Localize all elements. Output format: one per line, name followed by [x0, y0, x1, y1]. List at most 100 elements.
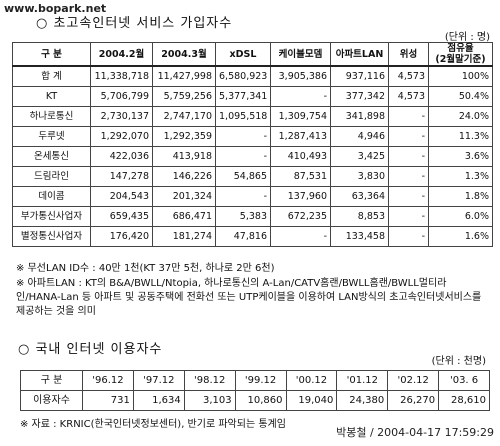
- watermark: www.bopark.net: [4, 2, 107, 15]
- header-cell: '02.12: [387, 370, 440, 391]
- cell: 4,573: [388, 86, 429, 107]
- header-cell: 케이블모뎀: [270, 42, 331, 67]
- cell: 5,383: [215, 206, 271, 227]
- cell: 3,830: [330, 166, 389, 187]
- cell: -: [388, 206, 429, 227]
- cell: 1.3%: [428, 166, 493, 187]
- header-row: 구 분 '96.12'97.12'98.12'99.12'00.12'01.12 '…: [20, 370, 490, 391]
- cell: 87,531: [270, 166, 331, 187]
- row-label: 이용자수: [20, 390, 83, 411]
- cell: 6.0%: [428, 206, 493, 227]
- header-cell: 구 분: [20, 370, 83, 391]
- cell: 19,040: [285, 390, 338, 411]
- cell: 5,706,799: [90, 86, 153, 107]
- cell: 659,435: [90, 206, 153, 227]
- table-row: 온세통신 422,036 413,918-410,493 3,425-3.6%: [12, 146, 493, 167]
- cell: 4,573: [388, 65, 429, 87]
- cell: -: [388, 106, 429, 127]
- cell: 100%: [428, 65, 493, 87]
- table-row: 두루넷 1,292,070 1,292,359-1,287,413 4,946-11.…: [12, 126, 493, 147]
- cell: 181,274: [152, 226, 216, 247]
- cell: -: [215, 126, 271, 147]
- table-row: KT 5,706,799 5,759,256 5,377,341-377,342 4,5…: [12, 86, 493, 107]
- cell: 133,458: [330, 226, 389, 247]
- cell: 686,471: [152, 206, 216, 227]
- header-row: 구 분 2004.2월 2004.3월 xDSL 케이블모뎀 아파트LAN 위성 점유율 (2…: [12, 42, 493, 67]
- cell: -: [388, 166, 429, 187]
- table-row: 이용자수 731 1,634 3,103 10,860 19,040 24,380 26,27…: [20, 390, 490, 411]
- unit-label: (단위 : 천명): [431, 356, 486, 367]
- row-label: 부가통신사업자: [12, 206, 91, 227]
- header-cell: 아파트LAN: [330, 42, 389, 67]
- cell: 176,420: [90, 226, 153, 247]
- cell: 1,095,518: [215, 106, 271, 127]
- cell: -: [388, 146, 429, 167]
- header-cell: 위성: [388, 42, 429, 67]
- header-cell: xDSL: [215, 42, 271, 67]
- cell: 2,747,170: [152, 106, 216, 127]
- table-row: 데이콤 204,543 201,324-137,960 63,364-1.8%: [12, 186, 493, 207]
- cell: 8,853: [330, 206, 389, 227]
- cell: 204,543: [90, 186, 153, 207]
- cell: 1,287,413: [270, 126, 331, 147]
- cell: 10,860: [234, 390, 287, 411]
- cell: 146,226: [152, 166, 216, 187]
- header-cell: '00.12: [285, 370, 338, 391]
- cell: 2,730,137: [90, 106, 153, 127]
- cell: 5,377,341: [215, 86, 271, 107]
- cell: 4,946: [330, 126, 389, 147]
- cell: -: [270, 86, 331, 107]
- cell: 1,634: [132, 390, 185, 411]
- cell: 731: [82, 390, 134, 411]
- row-label: 하나로통신: [12, 106, 91, 127]
- cell: 413,918: [152, 146, 216, 167]
- cell: -: [270, 226, 331, 247]
- user-table: 구 분 '96.12'97.12'98.12'99.12'00.12'01.12 '…: [20, 370, 490, 411]
- cell: 26,270: [387, 390, 440, 411]
- cell: 1,292,359: [152, 126, 216, 147]
- cell: 11,338,718: [90, 65, 153, 87]
- source-note: ※ 자료 : KRNIC(한국인터넷정보센터), 반기로 파악되는 통계임: [20, 419, 286, 430]
- cell: 5,759,256: [152, 86, 216, 107]
- table-row: 하나로통신 2,730,137 2,747,170 1,095,518 1,309,75…: [12, 106, 493, 127]
- section-title: ○ 초고속인터넷 서비스 가입자수: [36, 16, 233, 31]
- table-row: 드림라인 147,278 146,226 54,865 87,531 3,830-1.3%: [12, 166, 493, 187]
- header-cell: 2004.3월: [152, 42, 216, 67]
- cell: 3.6%: [428, 146, 493, 167]
- note: ※ 무선LAN ID수 : 40만 1천(KT 37만 5천, 하나로 2만 6…: [16, 263, 275, 274]
- subscriber-table: 구 분 2004.2월 2004.3월 xDSL 케이블모뎀 아파트LAN 위성 점유율 (2…: [12, 42, 493, 247]
- cell: 410,493: [270, 146, 331, 167]
- note: ※ 아파트LAN : KT의 B&A/BWLL/Ntopia, 하나로통신의 A…: [16, 278, 482, 317]
- header-cell: '03. 6: [438, 370, 490, 391]
- cell: 50.4%: [428, 86, 493, 107]
- cell: 1,309,754: [270, 106, 331, 127]
- cell: 47,816: [215, 226, 271, 247]
- cell: 24.0%: [428, 106, 493, 127]
- row-label: 별정통신사업자: [12, 226, 91, 247]
- cell: -: [388, 126, 429, 147]
- cell: 28,610: [438, 390, 490, 411]
- cell: -: [215, 146, 271, 167]
- header-cell: '01.12: [336, 370, 389, 391]
- cell: 672,235: [270, 206, 331, 227]
- row-label: 데이콤: [12, 186, 91, 207]
- cell: 1,292,070: [90, 126, 153, 147]
- cell: 3,103: [183, 390, 236, 411]
- cell: 3,905,386: [270, 65, 331, 87]
- section-title: ○ 국내 인터넷 이용자수: [18, 342, 163, 357]
- cell: 54,865: [215, 166, 271, 187]
- table-row: 합 계 11,338,718 11,427,998 6,580,923 3,905,38…: [12, 65, 493, 87]
- table-row: 별정통신사업자 176,420 181,274 47,816-133,458-1.6%: [12, 226, 493, 247]
- cell: 3,425: [330, 146, 389, 167]
- row-label: 두루넷: [12, 126, 91, 147]
- cell: -: [388, 186, 429, 207]
- header-cell: 점유율 (2월말기준): [428, 42, 493, 67]
- header-cell: 구 분: [12, 42, 91, 67]
- row-label: 온세통신: [12, 146, 91, 167]
- header-cell: '98.12: [183, 370, 236, 391]
- header-cell: '99.12: [234, 370, 287, 391]
- cell: 147,278: [90, 166, 153, 187]
- cell: 377,342: [330, 86, 389, 107]
- table-row: 부가통신사업자 659,435 686,471 5,383 672,235 8,853-6…: [12, 206, 493, 227]
